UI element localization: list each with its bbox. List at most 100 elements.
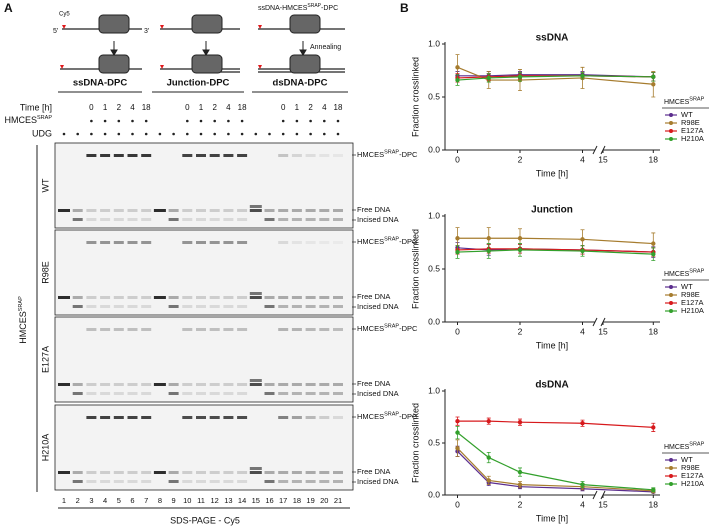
x-tick-label: 15 [598, 154, 608, 164]
gel-band [278, 154, 289, 157]
probe-tail: -DPC [321, 5, 338, 12]
y-tick-label: 1.0 [428, 385, 440, 395]
udg-dot [254, 132, 258, 136]
hmces-dot [186, 119, 189, 123]
lane-number: 6 [130, 496, 134, 505]
schematic [36, 14, 350, 509]
gel-band [100, 383, 111, 386]
gel-band [72, 392, 83, 395]
data-point [651, 487, 656, 492]
hmces-dot [131, 119, 134, 123]
band-label-incised: Incised DNA [357, 389, 399, 398]
axis-break [592, 145, 598, 155]
axis-break [592, 490, 598, 500]
gel-band [291, 471, 302, 474]
gel-band [319, 296, 330, 299]
row-label: Time [h] [20, 102, 52, 112]
row-label-sup: SRAP [37, 115, 52, 121]
gel-band [333, 241, 343, 244]
time-label: 1 [103, 103, 108, 112]
x-tick-label: 0 [455, 499, 460, 509]
gel-band [291, 154, 302, 157]
data-point [651, 74, 656, 80]
gel-band [100, 218, 111, 221]
gel-band [72, 480, 83, 483]
gel-band [113, 218, 124, 221]
gel-band [58, 296, 70, 299]
gel-band [237, 471, 248, 474]
gel-band [291, 209, 302, 212]
gel-band [100, 480, 111, 483]
row-label: HMCESSRAP [5, 115, 53, 125]
gel-band [291, 241, 302, 244]
time-label: 0 [185, 103, 190, 112]
gel-band [86, 241, 97, 244]
time-label: 0 [281, 103, 286, 112]
gel-band [305, 480, 316, 483]
x-tick-label: 18 [649, 154, 659, 164]
gel-band [113, 296, 124, 299]
band-label-dpc-sup: SRAP [384, 150, 399, 156]
gel-band [141, 392, 152, 395]
band-label-dpc-main: HMCES [357, 412, 384, 421]
gel-band [141, 241, 152, 244]
gel-band [237, 383, 248, 386]
legend-label: R98E [681, 463, 700, 472]
hmces-dot [323, 119, 326, 123]
gel-band [291, 480, 302, 483]
gel-band [196, 383, 206, 386]
legend-label: E127A [681, 471, 704, 480]
lane-number: 2 [76, 496, 80, 505]
gel-band [237, 392, 248, 395]
gel-band [209, 209, 220, 212]
gel-band [249, 205, 262, 208]
lane-number: 19 [306, 496, 314, 505]
gel-band [319, 305, 330, 308]
y-axis-label: Fraction crosslinked [410, 57, 420, 137]
gel-band [237, 209, 248, 212]
panel-label: A [4, 1, 13, 15]
legend-marker [669, 466, 673, 470]
gel-band [223, 241, 234, 244]
gel-band [305, 154, 316, 157]
legend-label: R98E [681, 118, 700, 127]
lane-number: 21 [334, 496, 342, 505]
data-point [580, 482, 585, 487]
band-label-dpc: HMCESSRAP-DPC [357, 150, 418, 159]
gel-band [278, 209, 289, 212]
legend-marker [669, 137, 673, 141]
gel-band [72, 471, 83, 474]
x-axis-label: Time [h] [536, 340, 568, 350]
legend-marker [669, 301, 673, 305]
gel-band [196, 154, 206, 157]
legend-marker [669, 309, 673, 313]
gel-band [237, 218, 248, 221]
band-label-dpc-main: HMCES [357, 324, 384, 333]
data-point [455, 65, 460, 70]
gel-band [333, 392, 343, 395]
gel-band [100, 296, 111, 299]
gel-band [182, 296, 193, 299]
hmces-dot [281, 119, 285, 123]
gel-band [168, 209, 179, 212]
gel-band [86, 383, 97, 386]
data-point [455, 418, 460, 424]
udg-dot [186, 132, 189, 136]
data-point [455, 446, 460, 451]
gel-band [223, 471, 234, 474]
gel-band [291, 392, 302, 395]
udg-dot [309, 132, 312, 136]
band-label-dpc-sup: SRAP [384, 324, 399, 330]
gel-band [264, 296, 275, 299]
gel-band [72, 218, 83, 221]
gel-band [86, 305, 97, 308]
data-point [455, 249, 460, 255]
gel-band [196, 218, 206, 221]
udg-dot [227, 132, 230, 136]
gel-band [237, 305, 248, 308]
gel-band [319, 480, 330, 483]
chart-title: dsDNA [535, 380, 568, 391]
gel-band [196, 392, 206, 395]
time-label: 2 [117, 103, 122, 112]
data-point [517, 482, 523, 487]
